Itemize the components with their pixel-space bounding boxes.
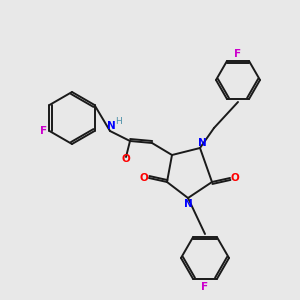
Text: F: F (40, 126, 47, 136)
Text: O: O (122, 154, 130, 164)
Text: N: N (198, 138, 206, 148)
Text: F: F (234, 49, 242, 59)
Text: O: O (140, 173, 148, 183)
Text: H: H (116, 118, 122, 127)
Text: O: O (231, 173, 239, 183)
Text: N: N (106, 121, 116, 131)
Text: N: N (184, 199, 192, 209)
Text: F: F (201, 282, 208, 292)
